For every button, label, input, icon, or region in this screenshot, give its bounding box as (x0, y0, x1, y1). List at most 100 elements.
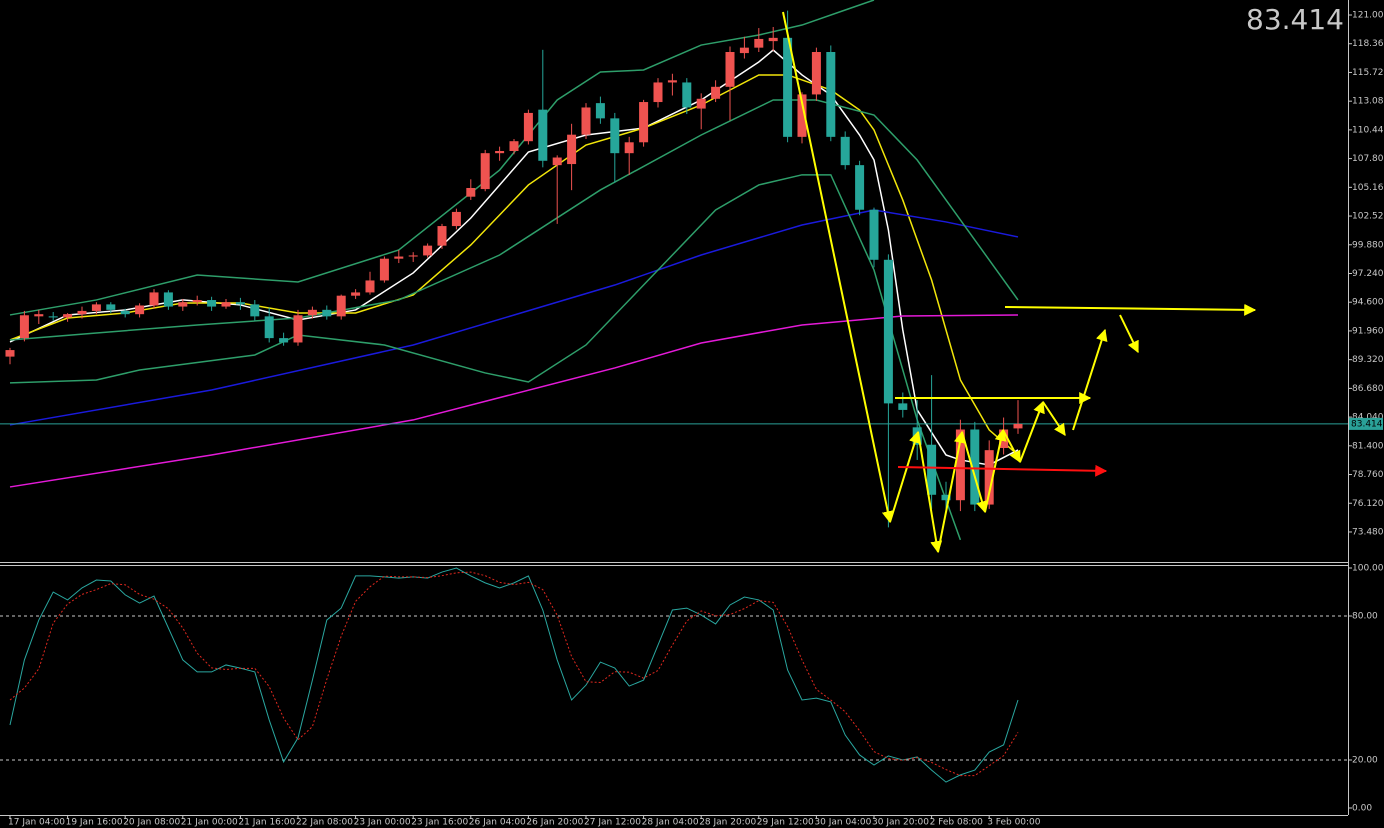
last-price-box (1349, 417, 1383, 430)
x-tick-label: 26 Jan 04:00 (469, 818, 526, 828)
candle-body (379, 258, 389, 281)
candle-body (293, 315, 303, 343)
x-tick-label: 19 Jan 16:00 (66, 818, 123, 828)
x-tick-label: 28 Jan 04:00 (642, 818, 699, 828)
y-tick-label: 0.00 (1352, 804, 1372, 814)
y-tick-label: 121.00 (1352, 11, 1384, 21)
x-tick-label: 27 Jan 12:00 (584, 818, 641, 828)
candle-body (279, 338, 289, 343)
candle-body (754, 38, 764, 48)
candle-body (451, 211, 461, 227)
y-tick-label: 20.00 (1352, 756, 1378, 766)
y-tick-label: 113.080 (1352, 97, 1384, 107)
x-tick-label: 23 Jan 00:00 (354, 818, 411, 828)
candle-body (63, 314, 73, 318)
candle-body (552, 157, 562, 166)
x-tick-label: 22 Jan 08:00 (296, 818, 353, 828)
candle-body (523, 112, 533, 142)
candle-body (840, 136, 850, 166)
candle-body (725, 52, 735, 87)
candle-body (365, 280, 375, 293)
candle-body (739, 47, 749, 54)
last-price-label: 83.414 (1351, 419, 1383, 429)
candle-body (898, 403, 908, 410)
candle-body (178, 302, 188, 307)
candle-body (19, 315, 29, 339)
candle-body (264, 316, 274, 339)
y-tick-label: 80.00 (1352, 612, 1378, 622)
y-tick-label: 102.520 (1352, 212, 1384, 222)
candle-body (235, 302, 245, 305)
trend-arrow (984, 428, 1007, 513)
x-tick-label: 30 Jan 20:00 (872, 818, 929, 828)
y-tick-label: 76.120 (1352, 499, 1384, 509)
candle-body (509, 141, 519, 151)
oscillator-line (9, 567, 1019, 783)
resistance-arrow (1004, 303, 1257, 316)
candle-body (221, 302, 231, 307)
candle-body (135, 305, 145, 315)
candle-body (984, 450, 994, 505)
y-tick-label: 81.400 (1352, 441, 1384, 451)
candle-body (941, 494, 951, 501)
x-tick-label: 30 Jan 04:00 (814, 818, 871, 828)
trend-arrow (917, 431, 943, 554)
x-tick-label: 17 Jan 04:00 (8, 818, 65, 828)
candle-body (797, 94, 807, 137)
candle-body (5, 350, 15, 357)
candle-body (538, 109, 548, 161)
x-tick-label: 21 Jan 00:00 (181, 818, 238, 828)
x-tick-label: 20 Jan 08:00 (123, 818, 180, 828)
candle-body (351, 292, 361, 296)
candle-body (394, 256, 404, 259)
indicator-line (9, 99, 1019, 341)
x-tick-label: 3 Feb 00:00 (987, 818, 1041, 828)
y-tick-label: 110.440 (1352, 125, 1384, 135)
y-tick-label: 89.320 (1352, 355, 1384, 365)
candle-body (106, 304, 116, 310)
trend-arrow (1119, 314, 1139, 354)
indicator-line (9, 174, 962, 541)
indicator-line (9, 0, 875, 316)
candle-body (149, 292, 159, 306)
candle-body (811, 52, 821, 95)
y-tick-label: 78.760 (1352, 470, 1384, 480)
candle-body (696, 98, 706, 109)
candle-body (250, 304, 260, 317)
candle-body (34, 314, 44, 317)
frame (0, 0, 1349, 816)
candle-body (322, 309, 332, 317)
y-tick-label: 99.880 (1352, 240, 1384, 250)
support-arrow (897, 464, 1108, 477)
x-tick-label: 26 Jan 20:00 (526, 818, 583, 828)
candle-body (336, 295, 346, 317)
x-tick-label: 2 Feb 08:00 (930, 818, 984, 828)
y-tick-label: 97.240 (1352, 269, 1384, 279)
candle-body (826, 52, 836, 137)
y-tick-label: 105.160 (1352, 183, 1384, 193)
candle-body (768, 37, 778, 42)
candle-body (495, 150, 505, 154)
candle-body (307, 309, 317, 316)
candle-body (869, 209, 879, 260)
indicator-line (9, 209, 1019, 426)
candle-body (927, 444, 937, 495)
drawn-annotations (782, 11, 1257, 554)
y-tick-label: 100.00 (1352, 564, 1384, 574)
x-tick-label: 21 Jan 16:00 (238, 818, 295, 828)
candle-body (192, 300, 202, 303)
candle-body (595, 103, 605, 119)
trend-arrow (1019, 400, 1045, 463)
y-tick-label: 73.480 (1352, 527, 1384, 537)
y-tick-label: 118.360 (1352, 39, 1384, 49)
candle-body (610, 118, 620, 154)
candle-body (77, 310, 87, 315)
y-tick-label: 84.040 (1352, 413, 1384, 423)
x-tick-label: 23 Jan 16:00 (411, 818, 468, 828)
x-tick-label: 28 Jan 20:00 (699, 818, 756, 828)
y-tick-label: 107.800 (1352, 154, 1384, 164)
trend-arrow (782, 11, 894, 524)
candle-body (480, 153, 490, 190)
